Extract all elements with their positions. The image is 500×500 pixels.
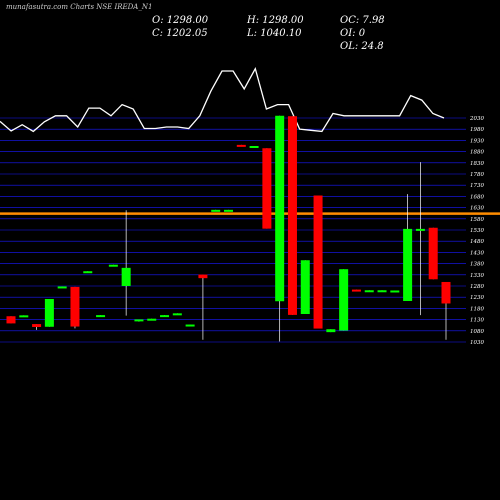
y-tick-label: 1730 xyxy=(470,183,484,189)
candles xyxy=(6,115,451,342)
candle-body xyxy=(262,148,272,229)
y-tick-label: 2030 xyxy=(469,116,484,122)
candle-body xyxy=(19,315,29,318)
candle-body xyxy=(441,281,451,304)
volume-line xyxy=(0,66,445,133)
close-value: C: 1202.05 xyxy=(152,28,208,39)
y-tick-label: 1430 xyxy=(470,250,484,256)
y-tick-label: 1830 xyxy=(470,161,484,167)
candle-body xyxy=(96,315,106,318)
candle-body xyxy=(198,274,208,279)
candle-body xyxy=(275,115,285,302)
candle-body xyxy=(32,324,42,327)
candle-body xyxy=(172,313,182,316)
y-tick-label: 1980 xyxy=(470,127,484,133)
candle-body xyxy=(83,271,93,274)
gridlines xyxy=(0,117,466,343)
candle-body xyxy=(326,329,336,333)
candle-body xyxy=(121,267,131,286)
y-tick-label: 1630 xyxy=(470,206,484,212)
candle-body xyxy=(249,146,259,148)
candle-body xyxy=(403,228,413,302)
y-tick-label: 1280 xyxy=(470,284,484,290)
candle-body xyxy=(339,269,349,331)
candle-body xyxy=(415,228,425,231)
high-value: H: 1298.00 xyxy=(247,15,304,26)
candle-body xyxy=(390,290,400,293)
candle-body xyxy=(185,324,195,327)
candle-body xyxy=(224,209,233,212)
open-value: O: 1298.00 xyxy=(152,15,209,26)
y-tick-label: 1080 xyxy=(470,329,484,335)
candle-body xyxy=(57,286,67,289)
y-tick-label: 1330 xyxy=(470,273,484,279)
y-tick-label: 1880 xyxy=(470,150,484,156)
candle-body xyxy=(134,319,144,322)
y-tick-label: 1380 xyxy=(470,262,484,268)
y-tick-label: 1030 xyxy=(470,340,484,346)
y-tick-label: 1230 xyxy=(470,295,484,301)
y-axis-tick-labels: 2030 1980 1930 1880 1830 1780 1730 1680 1630 1580… xyxy=(469,116,484,346)
chart-watermark: munafasutra.com Charts NSE IREDA_N1 xyxy=(6,3,153,11)
open-interest-change: OI: 0 xyxy=(340,28,366,39)
candle-body xyxy=(236,144,246,147)
candle-body xyxy=(6,316,16,324)
candle-body xyxy=(300,260,310,314)
candle-body xyxy=(44,298,54,327)
candle-body xyxy=(70,286,80,327)
candle-body xyxy=(147,318,157,321)
candle-body xyxy=(108,264,118,267)
y-tick-label: 1780 xyxy=(470,172,484,178)
candle-body xyxy=(287,116,297,315)
y-tick-label: 1580 xyxy=(470,217,484,223)
y-tick-label: 1480 xyxy=(470,239,484,245)
y-tick-label: 1930 xyxy=(470,138,484,144)
open-close-change: OC: 7.98 xyxy=(340,15,385,26)
candle-body xyxy=(351,289,361,292)
candle-body xyxy=(211,209,221,212)
y-tick-label: 1680 xyxy=(470,194,484,200)
open-interest-level: OL: 24.8 xyxy=(340,41,384,52)
y-tick-label: 1130 xyxy=(470,318,484,324)
low-value: L: 1040.10 xyxy=(247,28,302,39)
y-tick-label: 1180 xyxy=(470,306,484,312)
candle-body xyxy=(313,195,323,329)
candle-body xyxy=(377,290,387,293)
candle-body xyxy=(428,227,438,280)
candle-body xyxy=(364,290,374,293)
y-tick-label: 1530 xyxy=(470,228,484,234)
candle-body xyxy=(160,315,170,318)
